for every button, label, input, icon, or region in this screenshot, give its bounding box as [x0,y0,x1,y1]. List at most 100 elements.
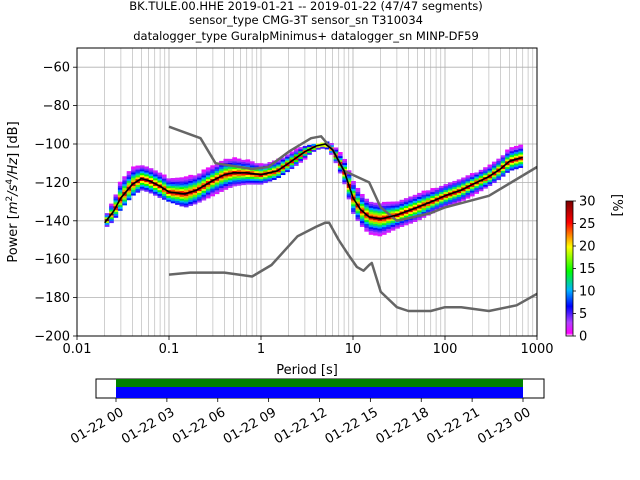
density-cell [144,166,150,169]
density-cell [364,210,370,213]
density-cell [425,199,431,203]
density-cell [205,167,211,170]
density-cell [487,172,493,175]
density-cell [135,184,141,187]
density-cell [447,190,453,193]
density-cell [192,181,198,184]
density-cell [249,165,255,168]
density-cell [302,153,308,156]
density-cell [131,166,136,169]
density-cell [417,198,422,201]
density-cell [139,165,145,168]
density-cell [188,197,194,201]
density-cell [518,152,524,155]
density-cell [434,191,440,194]
density-cell [337,169,343,172]
density-cell [368,207,374,210]
density-cell [249,182,255,185]
density-cell [227,158,233,162]
density-cell [359,215,365,218]
density-cell [513,163,519,166]
density-cell [412,204,418,207]
density-cell [342,174,348,177]
density-cell [390,224,396,227]
density-cell [170,199,176,202]
density-cell [104,216,110,220]
density-cell [232,166,238,170]
density-cell [443,195,449,198]
density-cell [359,217,365,220]
density-cell [518,154,524,157]
density-cell [245,172,251,176]
density-cell [104,215,110,218]
density-cell [205,178,211,182]
density-cell [368,203,374,207]
density-cell [276,164,282,167]
density-cell [351,182,356,186]
density-cell [346,193,352,196]
density-cell [188,192,194,195]
density-cell [192,196,198,199]
density-cell [161,195,167,198]
density-cell [408,196,414,199]
density-cell [386,228,392,231]
colorbar-tick-label: 25 [579,217,596,232]
density-cell [271,171,277,175]
density-cell [122,201,127,204]
density-cell [412,200,418,203]
density-cell [205,190,211,193]
density-cell [456,185,462,188]
density-cell [359,197,365,201]
coverage-used-bar [116,379,523,387]
density-cell [403,201,409,205]
density-cell [258,178,264,181]
density-cell [197,179,202,182]
density-cell [166,193,172,196]
density-cell [417,208,422,211]
density-cell [135,171,141,174]
density-cell [452,194,458,197]
density-cell [280,172,286,176]
density-cell [430,205,436,208]
density-cell [403,207,409,210]
mode-line [104,143,523,224]
density-cell [417,192,422,196]
density-cell [122,199,127,202]
density-cell [161,189,167,193]
density-cell [421,196,427,199]
density-cell [232,161,238,164]
density-cell [377,211,383,214]
density-cell [434,205,440,208]
density-cell [271,166,277,169]
time-tick-label: 01-22 15 [323,405,381,447]
density-cell [104,222,110,225]
density-cell [439,201,444,204]
density-cell [241,175,246,178]
density-cell [403,200,409,203]
density-cell [364,229,370,232]
density-cell [417,215,422,219]
density-cell [373,221,378,225]
colorbar-ticks: 0 5 10 15 20 25 30 [573,195,596,345]
density-cell [496,170,502,173]
density-cell [153,183,158,187]
density-cell [183,178,189,181]
density-cell [320,144,326,147]
density-cell [483,169,488,172]
density-cell [447,201,453,204]
density-cell [249,176,255,179]
density-cell [500,157,506,160]
density-cell [483,167,488,170]
density-cell [395,214,400,218]
density-cell [113,198,119,201]
density-cell [192,177,198,180]
density-cell [210,182,216,185]
density-cell [157,187,163,191]
density-cell [452,198,458,201]
density-cell [496,160,502,163]
density-cell [373,204,378,207]
density-cell [500,162,506,166]
density-cell [434,187,440,191]
density-cell [135,165,141,168]
density-cell [245,159,251,162]
